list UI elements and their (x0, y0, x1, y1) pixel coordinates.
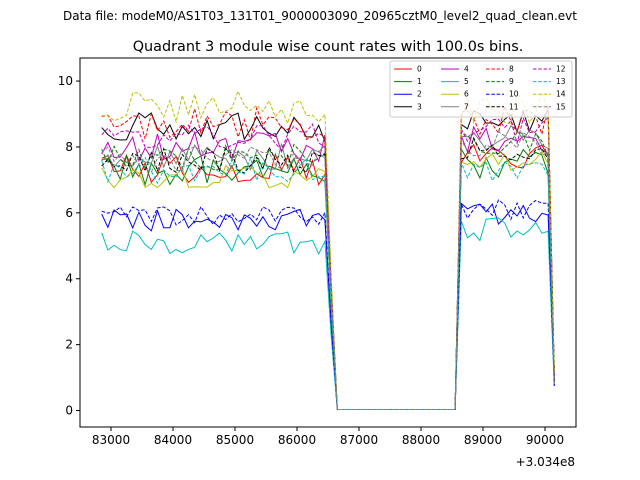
legend-label-12: 12 (556, 65, 566, 74)
series-line-8 (101, 104, 555, 410)
y-tick-label: 10 (58, 74, 73, 88)
legend-label-2: 2 (417, 90, 422, 99)
x-offset-label: +3.034e8 (516, 455, 575, 469)
legend-label-3: 3 (417, 102, 422, 111)
series-line-4 (101, 125, 555, 410)
legend-label-9: 9 (509, 77, 514, 86)
x-tick-label: 85000 (216, 433, 254, 447)
x-tick-label: 90000 (526, 433, 564, 447)
series-line-7 (101, 125, 555, 410)
legend-label-7: 7 (464, 102, 469, 111)
series-line-6 (101, 150, 555, 410)
chart-title: Quadrant 3 module wise count rates with … (133, 39, 524, 55)
legend-label-13: 13 (556, 77, 566, 86)
series-line-5 (101, 217, 555, 410)
series-line-2 (101, 202, 555, 410)
series-line-15 (101, 130, 555, 410)
y-tick-label: 4 (65, 272, 73, 286)
legend-label-6: 6 (464, 90, 469, 99)
series-line-10 (101, 199, 555, 410)
x-tick-label: 87000 (340, 433, 378, 447)
series-layer (101, 89, 555, 410)
x-tick-label: 89000 (464, 433, 502, 447)
series-line-12 (101, 116, 555, 410)
legend-label-0: 0 (417, 65, 422, 74)
suptitle: Data file: modeM0/AS1T03_131T01_90000030… (63, 9, 577, 23)
x-tick-label: 88000 (402, 433, 440, 447)
legend-label-4: 4 (464, 65, 469, 74)
y-tick-label: 2 (65, 338, 73, 352)
y-tick-label: 0 (65, 404, 73, 418)
y-tick-label: 8 (65, 140, 73, 154)
legend-label-15: 15 (556, 102, 566, 111)
legend-label-10: 10 (509, 90, 519, 99)
x-axis: 83000 84000 85000 86000 87000 88000 89000 90000 (92, 427, 564, 447)
y-axis: 0 2 4 6 8 10 (58, 74, 80, 418)
series-line-14 (101, 89, 555, 410)
legend-label-5: 5 (464, 77, 469, 86)
x-tick-label: 83000 (92, 433, 130, 447)
series-line-11 (101, 136, 555, 410)
y-tick-label: 6 (65, 206, 73, 220)
legend-label-8: 8 (509, 65, 514, 74)
legend-box (389, 60, 573, 118)
legend-label-11: 11 (509, 102, 519, 111)
legend-label-14: 14 (556, 90, 566, 99)
plot-frame (79, 57, 577, 428)
x-tick-label: 84000 (154, 433, 192, 447)
x-tick-label: 86000 (278, 433, 316, 447)
series-line-1 (101, 147, 555, 410)
legend-label-1: 1 (417, 77, 422, 86)
series-line-0 (101, 143, 555, 410)
